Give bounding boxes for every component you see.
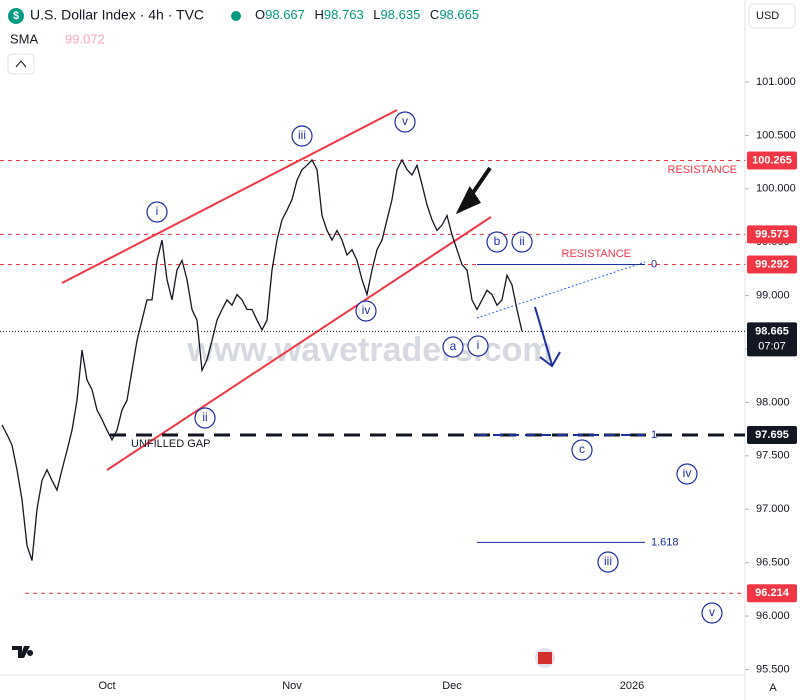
ohlc: O98.667 H98.763 L98.635 C98.665	[255, 7, 479, 22]
status-dot	[231, 11, 241, 21]
wave-circle	[511, 231, 533, 253]
y-tick-label: 97.500	[756, 450, 790, 462]
blue-arrow	[534, 306, 561, 368]
wave-label: iv	[683, 466, 692, 480]
projection-line	[476, 261, 646, 319]
y-tick-label: 95.500	[756, 663, 790, 675]
wave-label: iii	[604, 554, 612, 568]
y-tick-label: 100.000	[756, 183, 796, 195]
price-badge	[747, 255, 797, 274]
price-badge-label: 96.214	[755, 587, 790, 599]
collapse-button[interactable]	[7, 53, 35, 75]
price-badge	[747, 151, 797, 170]
channel-upper	[61, 109, 398, 284]
wave-label: c	[579, 442, 585, 456]
x-tick-label: 2026	[620, 680, 644, 692]
symbol-icon	[8, 8, 24, 24]
last-price-label: 98.665	[755, 325, 789, 337]
fib-label: 1.618	[651, 536, 679, 548]
currency: USD	[756, 10, 779, 22]
indicator-name: SMA	[10, 31, 39, 46]
wave-label: iv	[362, 303, 371, 317]
ohlc-value: 98.635	[381, 7, 421, 22]
y-tick-label: 99.000	[756, 290, 790, 302]
wave-circle	[194, 407, 216, 429]
wave-circle	[394, 111, 416, 133]
ohlc-label: O	[255, 7, 265, 22]
wave-circle	[467, 335, 489, 357]
watermark: www.wavetraders.com	[186, 331, 552, 369]
symbol-title: U.S. Dollar Index · 4h · TVC	[30, 7, 204, 23]
wave-circle	[571, 439, 593, 461]
black-arrow	[455, 166, 492, 215]
price-badge-label: 100.265	[752, 154, 792, 166]
price-badge-label: 99.573	[755, 228, 789, 240]
currency-button[interactable]	[748, 3, 796, 29]
fib-label: 0	[651, 258, 657, 270]
x-tick-label: Nov	[282, 680, 302, 692]
wave-circle	[597, 551, 619, 573]
ohlc-value: 98.763	[324, 7, 364, 22]
symbol-icon-text: $	[13, 10, 19, 22]
event-flag	[538, 652, 552, 664]
y-tick-label: 96.000	[756, 610, 790, 622]
price-badge	[747, 584, 797, 603]
auto-scale-button[interactable]	[762, 678, 784, 696]
wave-label: i	[477, 338, 480, 352]
fib-label: 1	[651, 429, 657, 441]
price-badge-label: 97.695	[755, 429, 789, 441]
wave-label: iii	[298, 128, 306, 142]
x-tick-label: Oct	[98, 680, 115, 692]
y-tick-label: 101.000	[756, 76, 796, 88]
x-tick-label: Dec	[442, 680, 462, 692]
level-label: RESISTANCE	[562, 248, 631, 260]
wave-circle	[486, 231, 508, 253]
wave-circle	[146, 201, 168, 223]
level-label: UNFILLED GAP	[131, 438, 210, 450]
y-tick-label: 100.500	[756, 129, 796, 141]
auto-scale-label: A	[769, 682, 777, 694]
price-badge	[747, 426, 797, 445]
ohlc-value: 98.665	[439, 7, 479, 22]
wave-circle	[442, 336, 464, 358]
ohlc-label: H	[315, 7, 324, 22]
wave-circle	[676, 463, 698, 485]
ohlc-label: L	[373, 7, 380, 22]
wave-circle	[701, 602, 723, 624]
channel-lower	[106, 216, 492, 471]
price-line	[1, 158, 523, 561]
last-price-badge	[747, 322, 797, 357]
level-label: RESISTANCE	[668, 164, 737, 176]
wave-label: v	[402, 114, 408, 128]
wave-label: i	[156, 204, 159, 218]
countdown: 07:07	[758, 340, 786, 352]
wave-label: a	[450, 339, 457, 353]
ohlc-value: 98.667	[265, 7, 305, 22]
ohlc-label: C	[430, 7, 439, 22]
price-badge	[747, 225, 797, 244]
collapse-icon	[15, 60, 27, 68]
wave-circle	[355, 300, 377, 322]
y-tick-label: 98.000	[756, 396, 790, 408]
y-tick-label: 97.000	[756, 503, 790, 515]
tv-logo	[12, 646, 34, 658]
price-badge-label: 99.292	[755, 258, 789, 270]
indicator-value: 99.072	[65, 31, 105, 46]
wave-label: v	[709, 605, 715, 619]
wave-label: b	[494, 234, 501, 248]
wave-circle	[291, 125, 313, 147]
wave-label: ii	[519, 234, 524, 248]
y-tick-label: 96.500	[756, 557, 790, 569]
header: $ U.S. Dollar Index · 4h · TVC O98.667 H…	[7, 7, 479, 75]
wave-label: ii	[202, 410, 207, 424]
